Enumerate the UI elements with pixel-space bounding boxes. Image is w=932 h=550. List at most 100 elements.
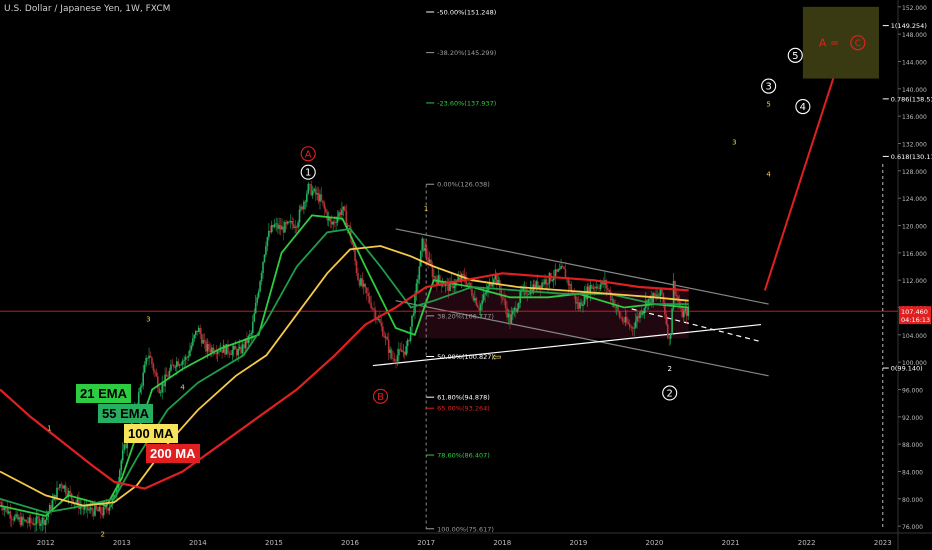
candle-body [88, 509, 90, 511]
candle-body [278, 225, 280, 229]
wave-circle [372, 388, 389, 404]
candle-body [374, 310, 377, 320]
candle-body [209, 349, 212, 353]
candle-body [251, 321, 254, 334]
candle-body [292, 224, 295, 228]
price-tag-bg [899, 306, 931, 317]
candle-body [382, 326, 384, 337]
candle-body [250, 333, 253, 335]
candle-body [418, 266, 421, 280]
candle-body [611, 299, 614, 301]
candle-body [628, 323, 631, 327]
wave-label: 4 [800, 102, 806, 113]
candle-body [434, 276, 437, 280]
candle-body [420, 250, 422, 267]
candle-body [406, 340, 409, 347]
candle-body [339, 212, 342, 216]
candle-body [323, 203, 326, 209]
candle-body [476, 305, 479, 308]
candle-body [225, 344, 228, 355]
ma-line-55-ema [0, 227, 689, 514]
candle-body [643, 308, 646, 312]
candle-body [367, 293, 370, 297]
candle-body [363, 283, 365, 287]
candle-body [672, 280, 675, 309]
y-tick-label: 120.000 [902, 224, 927, 231]
candle-body [9, 511, 12, 519]
candle-body [386, 336, 389, 340]
candle-body [379, 319, 381, 323]
candle-body [155, 372, 158, 377]
candle-body [623, 321, 625, 323]
candle-body [170, 364, 172, 371]
fib-ext-label: 0.618(130.110) [891, 153, 932, 161]
candle-body [161, 383, 163, 393]
candle-body [174, 366, 177, 368]
candle-body [79, 506, 82, 509]
y-tick-label: 128.000 [902, 169, 927, 176]
candle-body [186, 357, 188, 358]
candle-body [403, 351, 406, 355]
candle-body [29, 517, 32, 523]
candle-body [171, 364, 174, 366]
candle-body [216, 351, 219, 354]
candle-body [542, 282, 545, 285]
candle-body [107, 508, 109, 511]
candle-body [276, 223, 279, 229]
candle-body [257, 291, 260, 298]
candle-body [639, 311, 641, 319]
candle-body [57, 487, 60, 489]
candle-body [287, 221, 289, 224]
candle-body [475, 298, 478, 306]
fib-level-label: 61.80%(94.878) [437, 394, 490, 402]
candle-body [82, 507, 85, 510]
candle-body [66, 493, 69, 497]
candle-body [325, 208, 327, 213]
candle-body [392, 358, 394, 359]
candle-body [249, 334, 251, 337]
candle-body [301, 206, 304, 210]
wave-circle [300, 164, 316, 180]
x-tick-label: 2017 [417, 539, 435, 547]
candle-body [341, 209, 343, 216]
channel-line [395, 228, 769, 305]
candle-body [373, 308, 375, 311]
candle-body [471, 288, 473, 296]
candle-body [211, 347, 213, 353]
candle-body [348, 225, 351, 227]
candle-body [6, 507, 9, 514]
candle-body [284, 222, 286, 233]
candle-body [138, 392, 140, 406]
candle-body [389, 349, 391, 353]
candle-body [497, 279, 500, 285]
candle-body [589, 285, 592, 295]
candle-body [579, 302, 581, 309]
candle-body [433, 276, 435, 278]
candle-body [3, 508, 6, 511]
candle-body [669, 334, 672, 339]
x-tick-label: 2023 [874, 539, 892, 547]
candle-body [563, 266, 565, 269]
candle-body [535, 281, 538, 290]
candle-body [0, 502, 3, 507]
fib-ext-label: 0(99.140) [891, 365, 923, 373]
candle-body [269, 230, 272, 233]
candle-body [608, 290, 611, 292]
candle-body [168, 370, 171, 377]
candle-body [206, 344, 209, 352]
candle-body [354, 250, 356, 261]
candle-body [605, 280, 608, 289]
candle-body [636, 316, 638, 322]
x-tick-label: 2019 [569, 539, 587, 547]
wave-label: 5 [766, 101, 770, 109]
candle-body [295, 226, 298, 228]
candle-body [146, 357, 149, 359]
channel-line [395, 300, 769, 377]
candle-body [500, 289, 502, 298]
candle-body [104, 505, 107, 507]
candle-body [415, 283, 418, 294]
candle-body [485, 291, 488, 294]
candle-body [661, 289, 663, 294]
candle-body [371, 308, 374, 310]
candle-body [368, 296, 371, 303]
